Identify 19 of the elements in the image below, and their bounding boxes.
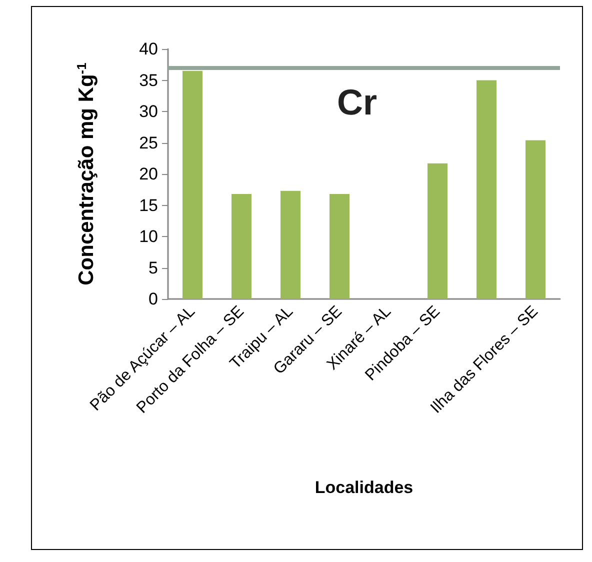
y-axis-title: Concentração mg Kg-1 bbox=[74, 62, 98, 286]
bar bbox=[182, 70, 202, 299]
y-tick-label: 20 bbox=[139, 164, 158, 184]
y-tick-label: 30 bbox=[139, 102, 158, 121]
y-tick-label: 0 bbox=[148, 290, 158, 308]
bar bbox=[476, 80, 496, 299]
text: Cr bbox=[337, 82, 378, 122]
y-tick-label: 10 bbox=[139, 227, 158, 246]
y-tick-label: 40 bbox=[139, 40, 158, 58]
x-axis-title: Localidades bbox=[314, 478, 414, 497]
bar bbox=[526, 140, 546, 299]
bar bbox=[232, 194, 252, 299]
y-tick-label: 5 bbox=[148, 258, 158, 278]
y-tick-label: 25 bbox=[139, 133, 158, 152]
bar bbox=[330, 194, 350, 299]
y-tick-label: 15 bbox=[139, 196, 158, 215]
y-tick-label: 35 bbox=[139, 70, 158, 90]
bar bbox=[428, 163, 448, 299]
bar bbox=[280, 190, 300, 299]
